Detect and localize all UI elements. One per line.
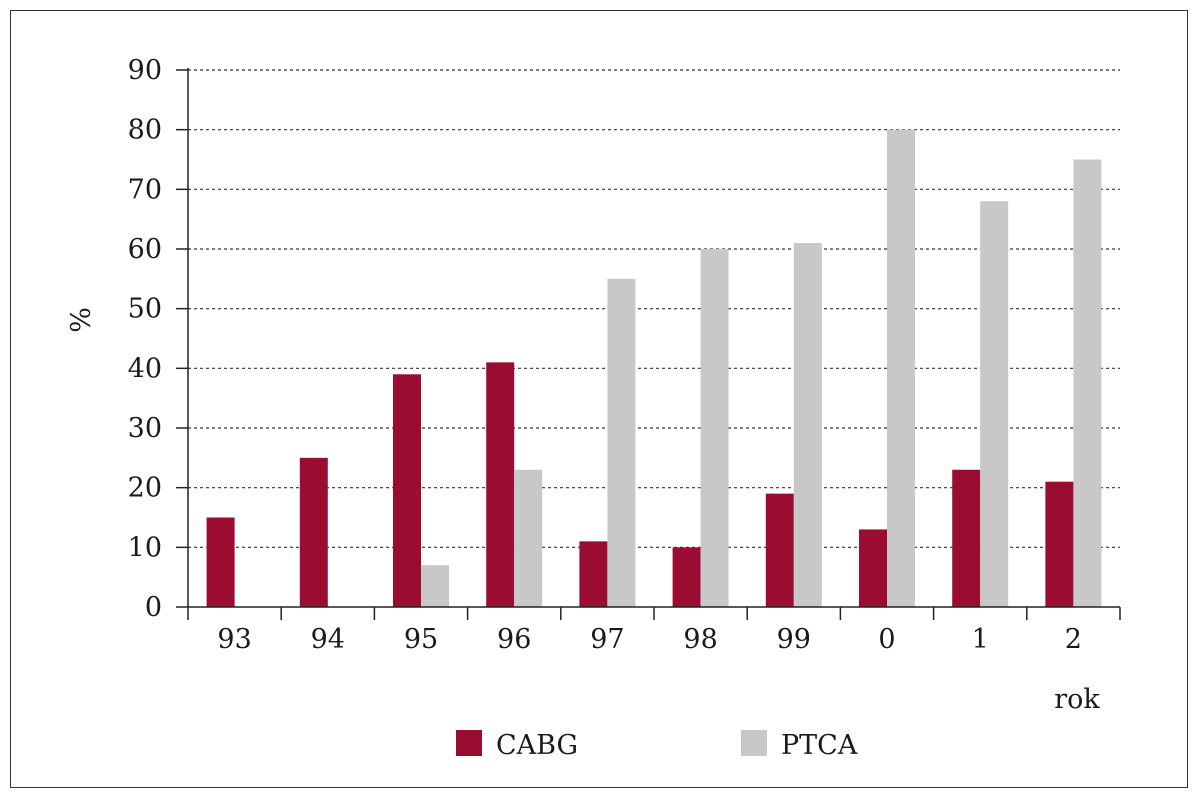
legend: CABG PTCA [456, 730, 858, 761]
bars [206, 129, 1102, 608]
x-tick-label: 1 [972, 624, 989, 655]
bar-cabg-96 [486, 362, 515, 607]
x-tick-label: 96 [497, 624, 531, 655]
y-tick-label: 0 [145, 592, 162, 623]
bar-ptca-0 [887, 129, 915, 607]
y-tick-label: 10 [128, 532, 162, 563]
x-tick-label: 97 [590, 624, 624, 655]
bar-cabg-93 [206, 517, 235, 607]
x-tick-label: 99 [777, 624, 811, 655]
x-tick-label: 0 [878, 624, 895, 655]
x-tick-label: 98 [683, 624, 717, 655]
x-tick-label: 93 [217, 624, 251, 655]
y-axis-label: % [63, 307, 94, 333]
y-tick-label: 70 [128, 174, 162, 205]
x-tick-label: 2 [1065, 624, 1082, 655]
axes [176, 68, 1121, 620]
bar-ptca-96 [514, 469, 543, 607]
x-axis-label: rok [1054, 684, 1100, 715]
bar-cabg-95 [393, 374, 421, 607]
x-tick-label: 95 [404, 624, 438, 655]
y-tick-label: 20 [128, 473, 162, 504]
y-tick-label: 30 [128, 413, 162, 444]
bar-ptca-99 [793, 243, 822, 608]
chart-frame [10, 10, 1188, 788]
bar-cabg-0 [859, 529, 887, 607]
y-tick-label: 90 [128, 55, 162, 86]
bar-cabg-98 [672, 547, 701, 607]
bar-ptca-95 [421, 565, 449, 607]
bar-cabg-94 [299, 457, 328, 607]
bar-cabg-99 [765, 493, 794, 607]
legend-label-cabg: CABG [496, 730, 578, 761]
bar-cabg-97 [579, 541, 608, 607]
y-tick-label: 80 [128, 115, 162, 146]
bar-ptca-2 [1073, 159, 1102, 607]
x-tick-labels: 93 94 95 96 97 98 99 0 1 2 [217, 624, 1082, 655]
y-tick-label: 40 [128, 353, 162, 384]
legend-swatch-ptca [741, 730, 767, 756]
bar-cabg-2 [1045, 481, 1074, 607]
y-tick-label: 50 [128, 294, 162, 325]
bar-ptca-97 [607, 278, 636, 607]
legend-label-ptca: PTCA [781, 730, 858, 761]
x-tick-label: 94 [311, 624, 345, 655]
legend-swatch-cabg [456, 730, 482, 756]
y-tick-label: 60 [128, 234, 162, 265]
y-tick-labels: 0 10 20 30 40 50 60 70 80 90 [128, 55, 162, 623]
bar-cabg-1 [952, 469, 981, 607]
bar-ptca-1 [980, 201, 1009, 607]
bar-ptca-98 [700, 249, 729, 607]
